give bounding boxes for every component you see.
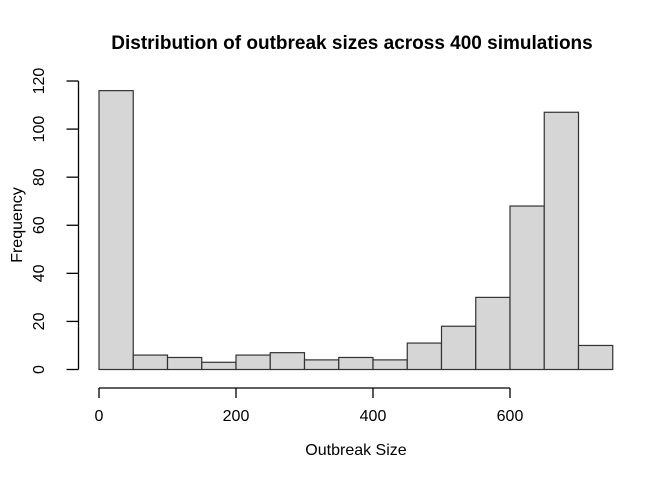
histogram-bar: [543, 111, 580, 371]
histogram-bar: [509, 205, 545, 371]
x-tick-label: 0: [95, 408, 104, 425]
histogram-bar: [132, 354, 169, 371]
y-tick-label: 20: [31, 312, 48, 330]
y-tick-label: 40: [31, 264, 48, 282]
histogram-bar: [475, 296, 511, 371]
histogram-bar: [577, 344, 614, 371]
histogram-bar: [98, 90, 134, 371]
y-tick-label: 60: [31, 216, 48, 234]
histogram-bar: [235, 354, 271, 371]
x-axis: 0 200 400 600: [95, 387, 524, 425]
histogram-bar: [372, 359, 408, 371]
y-tick-label: 0: [31, 365, 48, 374]
histogram-bar: [269, 352, 306, 371]
y-tick-label: 120: [31, 68, 48, 95]
x-tick-label: 400: [360, 408, 387, 425]
y-axis-label: Frequency: [9, 187, 26, 263]
histogram-bar: [201, 361, 237, 371]
x-tick-label: 200: [223, 408, 250, 425]
histogram-bar: [440, 325, 477, 371]
y-axis: 0 20 40 60 80 100 120: [31, 68, 80, 374]
histogram-bars: [98, 90, 614, 371]
x-axis-label: Outbreak Size: [305, 442, 406, 459]
histogram-bar: [338, 356, 374, 371]
histogram-bar: [406, 342, 443, 371]
histogram-bar: [303, 359, 340, 371]
y-tick-label: 100: [31, 116, 48, 143]
histogram-bar: [166, 356, 203, 371]
x-tick-label: 600: [497, 408, 524, 425]
chart-title: Distribution of outbreak sizes across 40…: [111, 33, 592, 54]
y-tick-label: 80: [31, 168, 48, 186]
